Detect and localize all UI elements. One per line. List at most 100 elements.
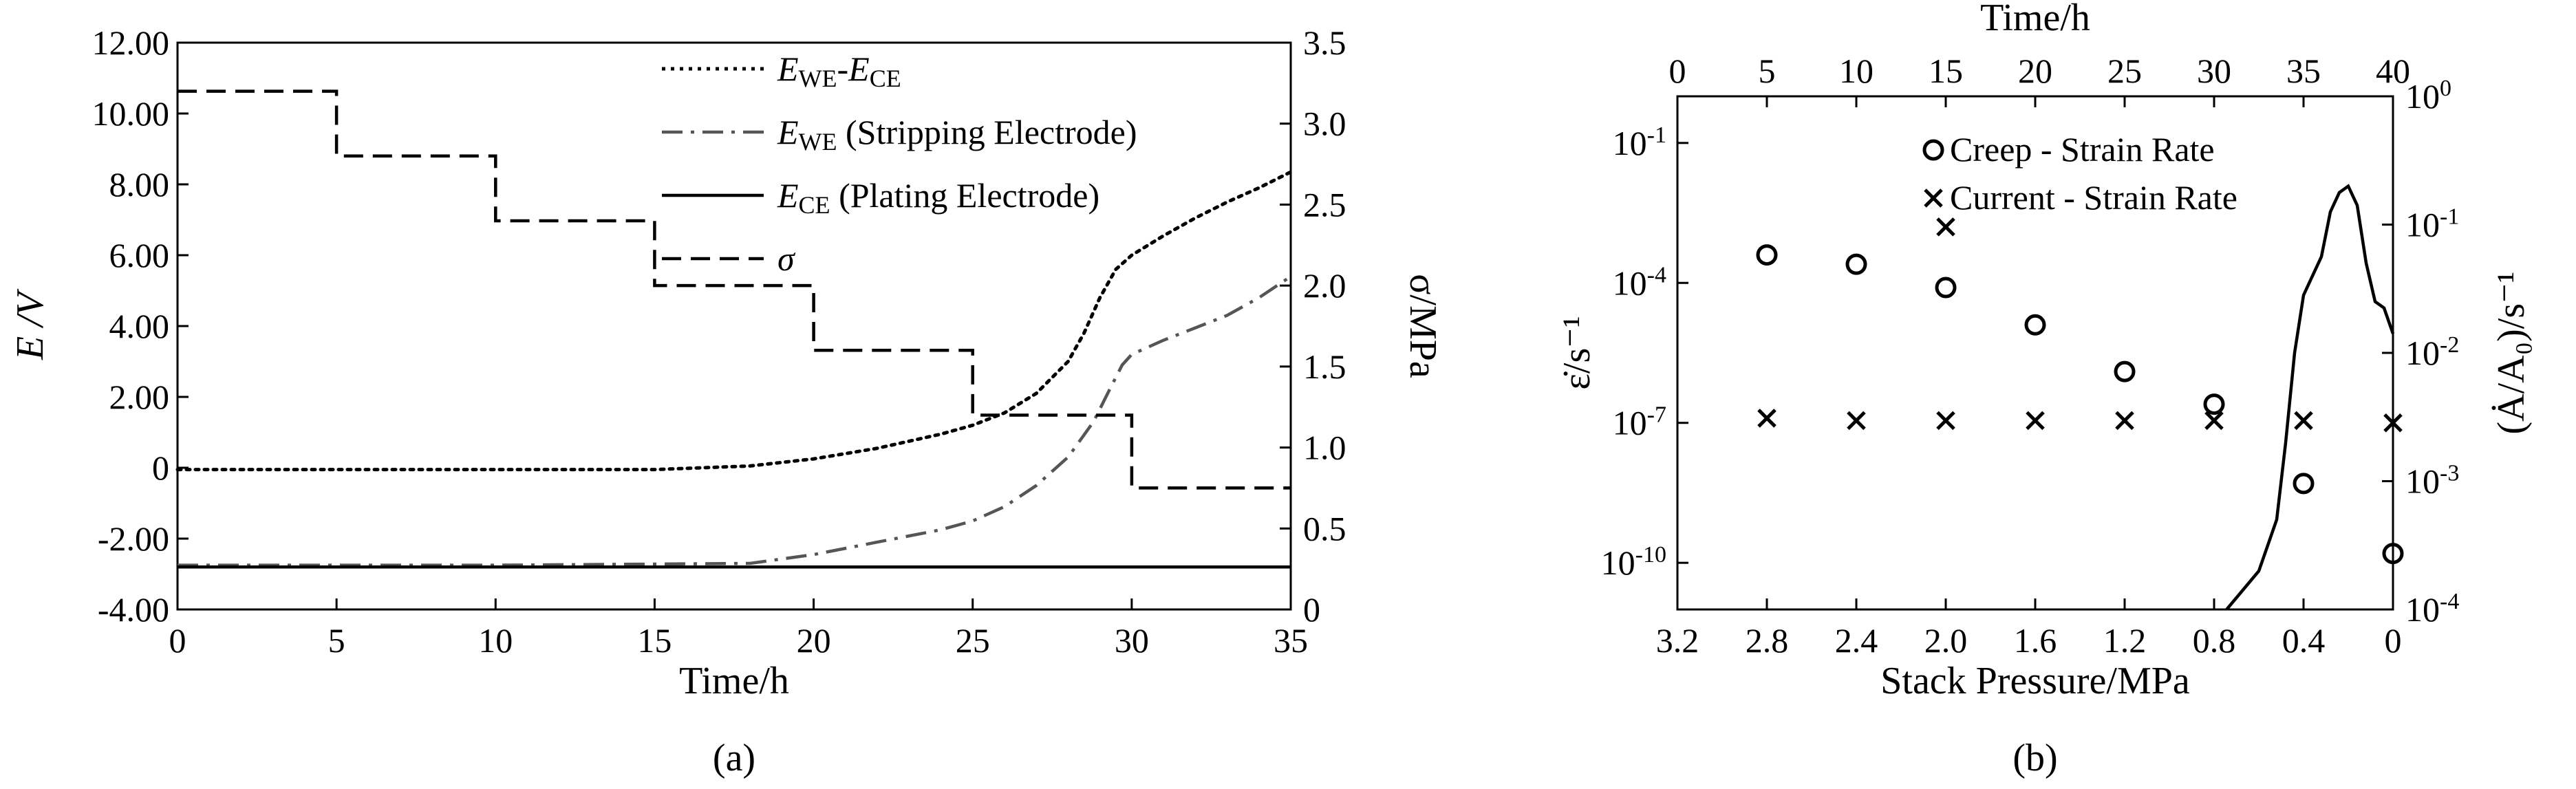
legend-symbol: σ [777,239,796,278]
panel-b-x2-tick-label: 30 [2197,52,2231,90]
tick-base: 10 [1601,543,1635,582]
panel-b-x-tick-label: 0.8 [2193,621,2236,660]
tick-base: 10 [2405,590,2440,629]
legend-separator: - [837,50,849,88]
panel-a-y2-tick-label: 2.5 [1303,185,1346,224]
panel-b-current-point [2294,411,2313,431]
panel-b-legend-cross-marker [1924,188,1943,208]
panel-b-x-tick-label: 2.4 [1835,621,1878,660]
tick-exponent: -3 [2440,460,2459,486]
panel-a-series-line-3 [178,89,1291,490]
panel-b-current-point [1936,217,1955,237]
legend-description: (Stripping Electrode) [837,113,1137,151]
tick-base: 10 [2405,462,2440,501]
tick-exponent: -4 [2440,589,2459,614]
panel-b-x-tick-label: 2.0 [1924,621,1968,660]
panel-a-y2-tick-label: 1.5 [1303,347,1346,386]
tick-exponent: -1 [1647,122,1666,147]
legend-symbol: E [777,176,799,215]
tick-base: 10 [1613,124,1647,162]
panel-a-y-tick-label: -2.00 [98,519,169,558]
panel-b-creep-point [1756,244,1778,266]
panel-b-y2-tick-label: 100 [2405,76,2451,116]
panel-a-y-tick-label: 12.00 [92,23,170,62]
panel-a-y2-tick-label: 1.0 [1303,429,1346,467]
panel-b-caption: (b) [2012,737,2057,779]
panel-b-creep-point [2024,314,2046,336]
panel-a-legend-entry-0: EWE-ECE [777,50,901,92]
panel-b-y2-tick-label: 10-3 [2405,460,2459,501]
panel-a-x-tick-label: 5 [328,621,345,660]
legend-symbol: E [777,50,799,88]
panel-b-y-axis-label: ε̇/s⁻¹ [1556,316,1598,389]
panel-a-x-tick-label: 0 [169,621,186,660]
panel-b-x-tick-label: 2.8 [1746,621,1789,660]
panel-b-y-tick-label: 10-1 [1613,122,1666,162]
panel-b-x-tick-label: 0.4 [2282,621,2326,660]
panel-a-x-tick-label: 25 [956,621,990,660]
legend-subscript: WE [799,65,837,92]
panel-b-legend-entry-1: Current - Strain Rate [1950,178,2237,217]
panel-b-x-tick-label: 0 [2385,621,2402,660]
panel-a-x-tick-label: 15 [637,621,672,660]
tick-exponent: 0 [2440,76,2451,101]
panel-a-x-tick-label: 20 [797,621,831,660]
panel-a-y2-tick-label: 2.0 [1303,266,1346,305]
panel-b-creep-point [1845,253,1867,275]
panel-a-y-tick-label: 6.00 [109,236,170,274]
legend-subscript: WE [799,128,837,155]
tick-exponent: -7 [1647,402,1666,427]
panel-a-y2-tick-label: 3.5 [1303,23,1346,62]
panel-b-current-point [2115,411,2134,431]
panel-a-y-tick-label: -4.00 [98,590,169,629]
panel-a-chart: 0 5 10 15 20 25 30 35-4.00-2.0002.004.006.008.0… [9,23,1444,779]
panel-b-y-tick-label: 10-10 [1601,542,1666,583]
panel-a-y2-axis-label: σ/MPa [1402,274,1444,378]
tick-exponent: -4 [1647,262,1666,288]
panel-a-y2-tick-label: 0 [1303,590,1320,629]
panel-b-creep-point [2114,360,2136,382]
panel-b-current-point [2204,411,2224,431]
panel-b-legend-entry-0: Creep - Strain Rate [1950,130,2215,169]
panel-a-series-line-1 [178,275,1292,567]
panel-b-x2-axis-label: Time/h [1980,0,2090,39]
tick-base: 10 [1613,263,1647,302]
panel-a-y2-tick-label: 3.0 [1303,105,1346,143]
panel-a-y-tick-label: 8.00 [109,165,170,204]
tick-base: 10 [2405,334,2440,372]
panel-b-y-tick-label: 10-4 [1613,262,1666,303]
panel-a-series-line-0 [175,170,1293,472]
panel-a-legend-entry-2: ECE (Plating Electrode) [777,176,1099,219]
panel-b-y2-tick-label: 10-2 [2405,332,2459,373]
legend-symbol: E [848,50,870,88]
panel-b-creep-point [2382,543,2404,565]
tick-exponent: -1 [2440,204,2459,229]
panel-b-y2-tick-label: 10-1 [2405,204,2459,244]
panel-b-y2-tick-label: 10-4 [2405,589,2459,629]
panel-a-x-tick-label: 30 [1115,621,1149,660]
panel-a-y-tick-label: 10.00 [92,94,170,133]
tick-base: 10 [2405,206,2440,244]
panel-b-creep-point [1935,277,1957,299]
tick-base: 10 [2405,77,2440,116]
tick-exponent: -2 [2440,332,2459,358]
panel-a-y-tick-label: 0 [152,448,169,487]
tick-base: 10 [1613,404,1647,442]
panel-a-legend-entry-3: σ [777,239,796,278]
legend-subscript: CE [870,65,901,92]
panel-b-creep-point [2203,393,2225,415]
panel-a-legend-entry-1: EWE (Stripping Electrode) [777,113,1137,155]
panel-b-creep-point [2293,473,2315,495]
panel-b-x2-tick-label: 35 [2286,52,2321,90]
panel-a-x-tick-label: 35 [1274,621,1308,660]
panel-b-legend-circle-marker [1922,139,1944,161]
panel-b-current-point [1936,411,1955,431]
panel-b-x-tick-label: 1.2 [2103,621,2147,660]
panel-b-x2-tick-label: 5 [1759,52,1776,90]
panel-a-caption: (a) [713,737,755,779]
panel-b-current-point [2383,413,2403,433]
panel-b-x-tick-label: 1.6 [2014,621,2057,660]
panel-b-area-rate-line [2225,184,2395,611]
panel-b-x2-tick-label: 20 [2018,52,2052,90]
panel-a-x-tick-label: 10 [478,621,513,660]
